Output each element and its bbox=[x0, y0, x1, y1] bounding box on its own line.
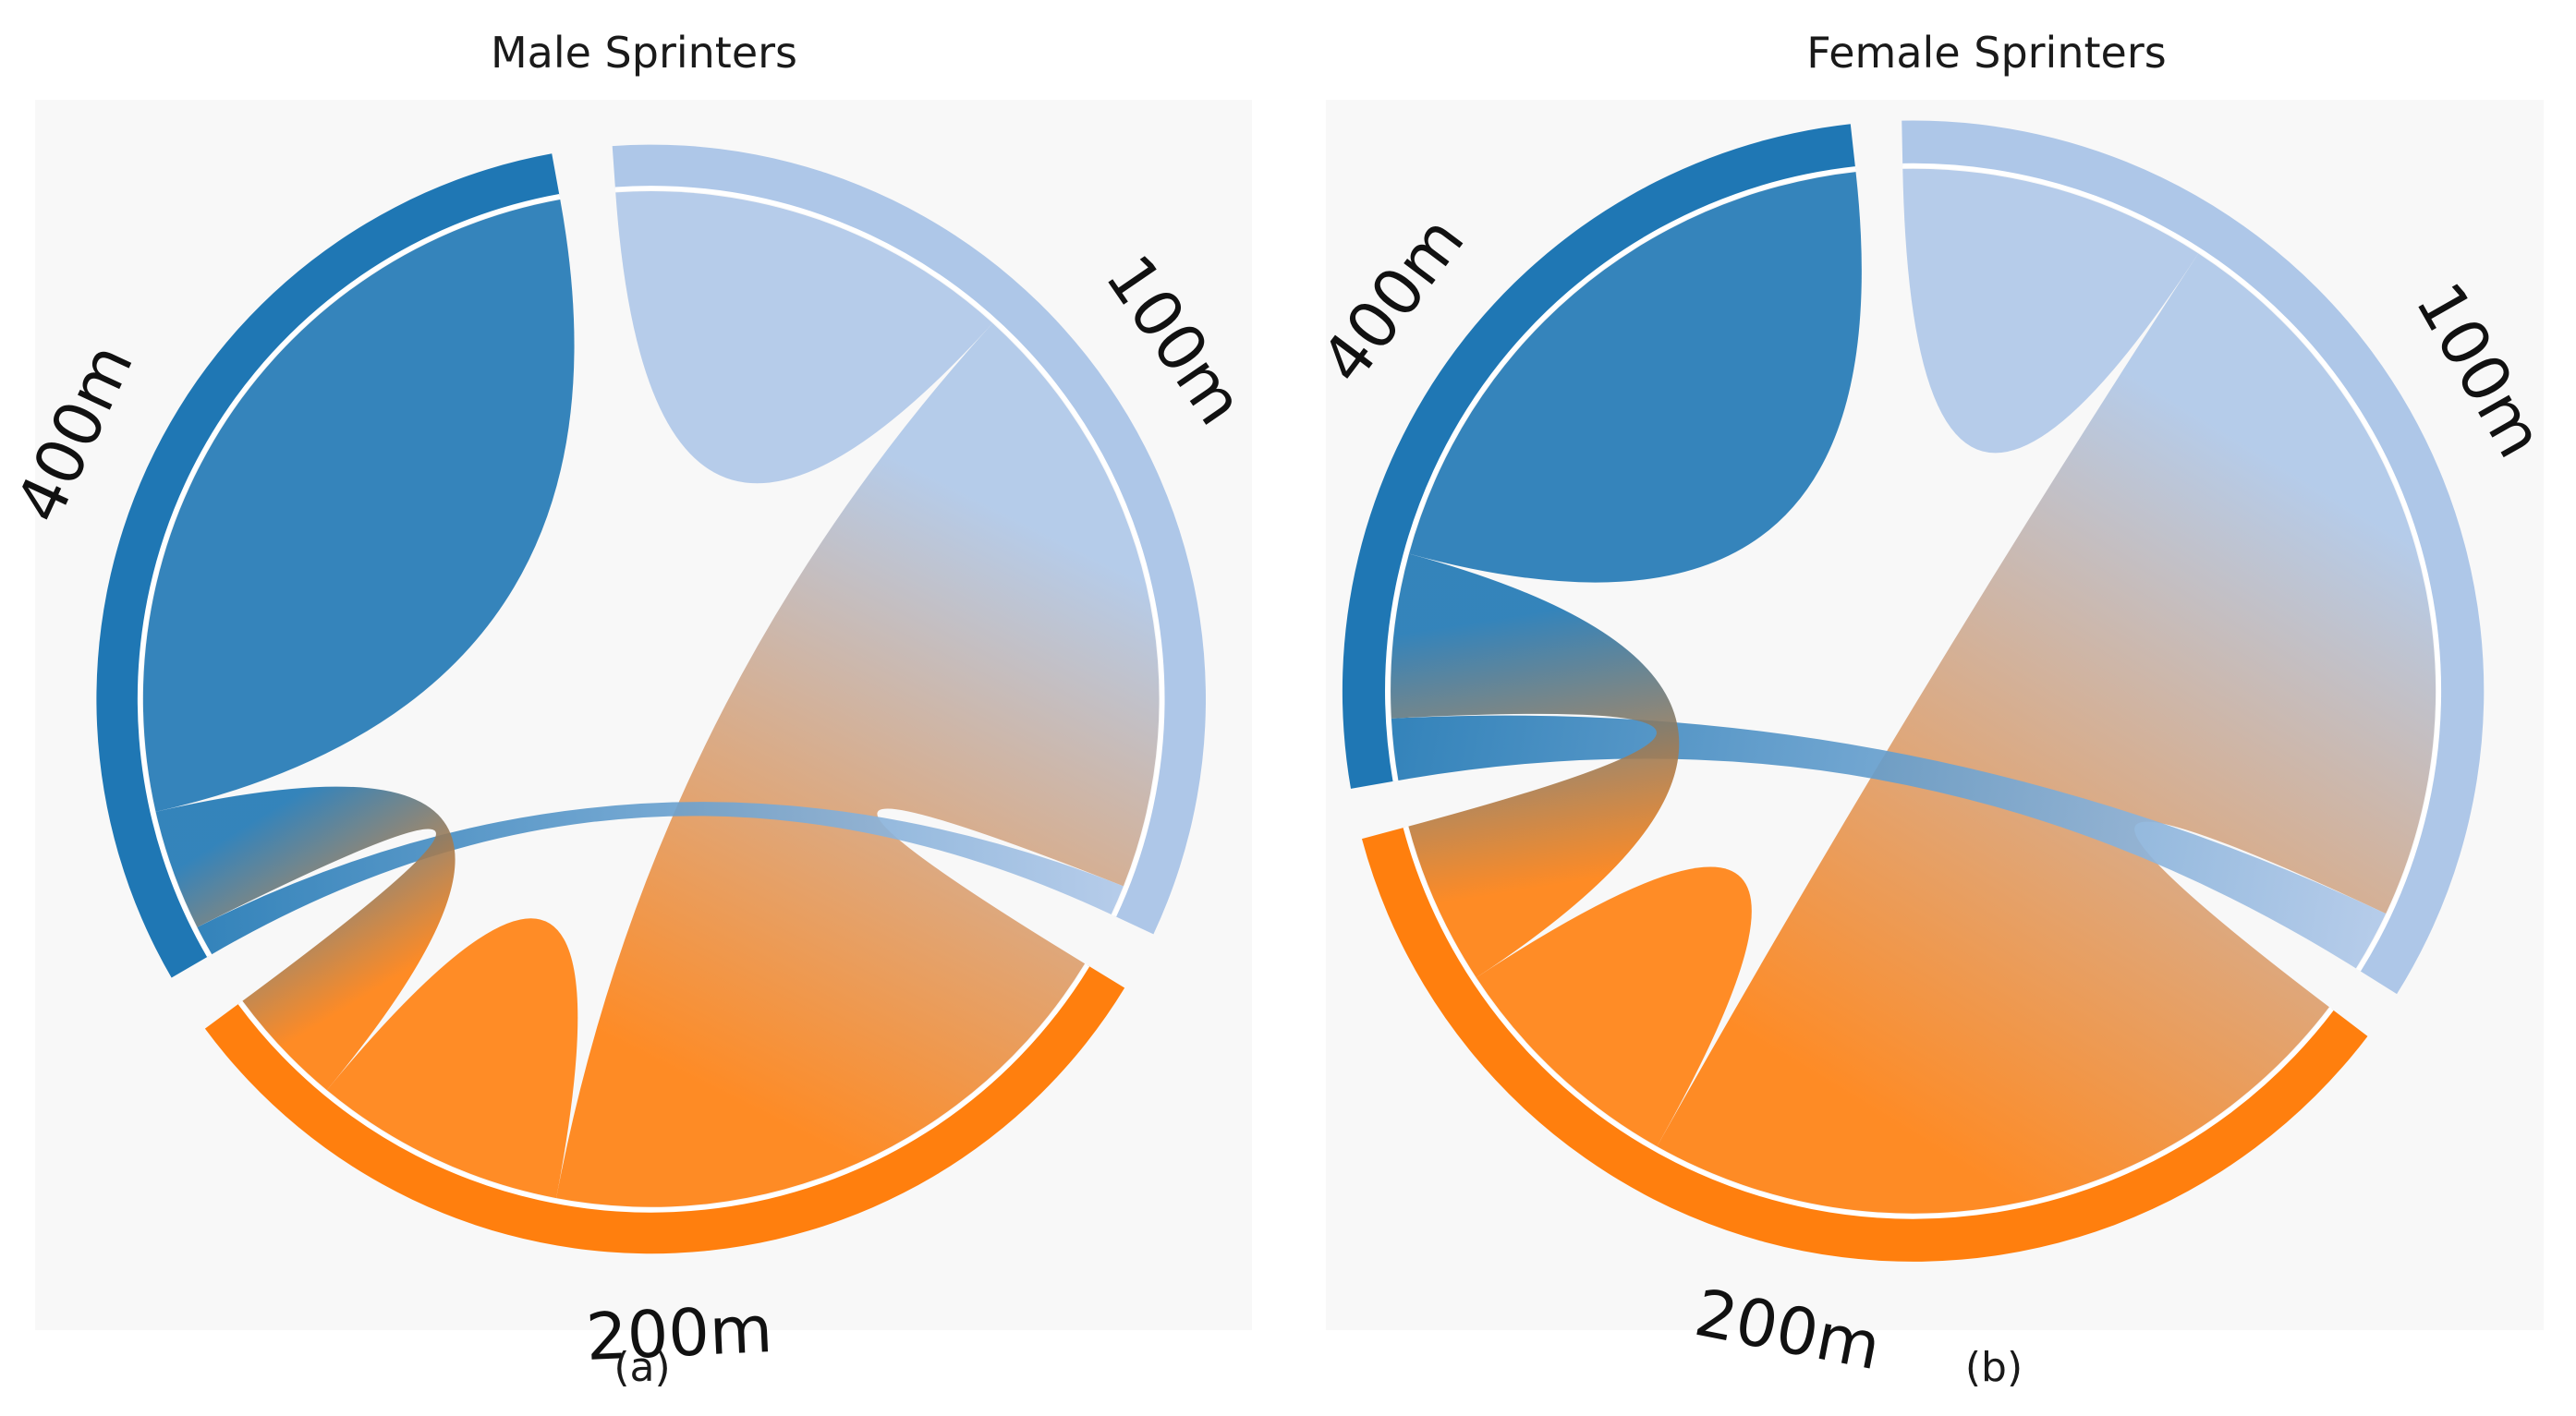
group-arc-200m bbox=[1361, 827, 2368, 1262]
chord-100m-100m bbox=[1902, 168, 2199, 454]
panel-b-caption: (b) bbox=[1964, 1344, 2023, 1391]
group-separator-100m bbox=[1902, 163, 2442, 972]
panel-a-caption: (a) bbox=[614, 1344, 671, 1391]
chord-100m-400m bbox=[197, 802, 1124, 955]
group-arc-400m bbox=[96, 153, 560, 978]
group-separator-200m bbox=[1403, 826, 2334, 1219]
group-separator-100m bbox=[614, 186, 1165, 917]
group-arc-200m bbox=[204, 965, 1125, 1254]
chord-200m-400m bbox=[1391, 553, 1680, 978]
chord-400m-400m bbox=[1409, 172, 1862, 583]
chord-200m-200m bbox=[326, 918, 578, 1199]
group-separator-200m bbox=[237, 963, 1090, 1213]
chords bbox=[142, 191, 1160, 1207]
chord-100m-100m bbox=[615, 191, 993, 484]
group-label-200m: 200m bbox=[585, 1291, 774, 1375]
panel-b-title: Female Sprinters bbox=[1806, 28, 2167, 78]
panel-a-title: Male Sprinters bbox=[490, 28, 798, 78]
chord-100m-400m bbox=[1391, 715, 2387, 969]
group-arc-100m bbox=[612, 144, 1206, 935]
chords bbox=[1391, 168, 2436, 1214]
chord-200m-400m bbox=[155, 786, 456, 1091]
chord-100m-200m bbox=[556, 322, 1160, 1207]
group-arc-100m bbox=[1902, 120, 2485, 995]
chord-100m-200m bbox=[1657, 253, 2436, 1214]
group-separator-400m bbox=[1385, 166, 1856, 781]
group-arc-400m bbox=[1342, 124, 1856, 789]
chord-400m-400m bbox=[142, 199, 575, 812]
group-separator-400m bbox=[137, 194, 561, 958]
chord-200m-200m bbox=[1476, 866, 1752, 1147]
